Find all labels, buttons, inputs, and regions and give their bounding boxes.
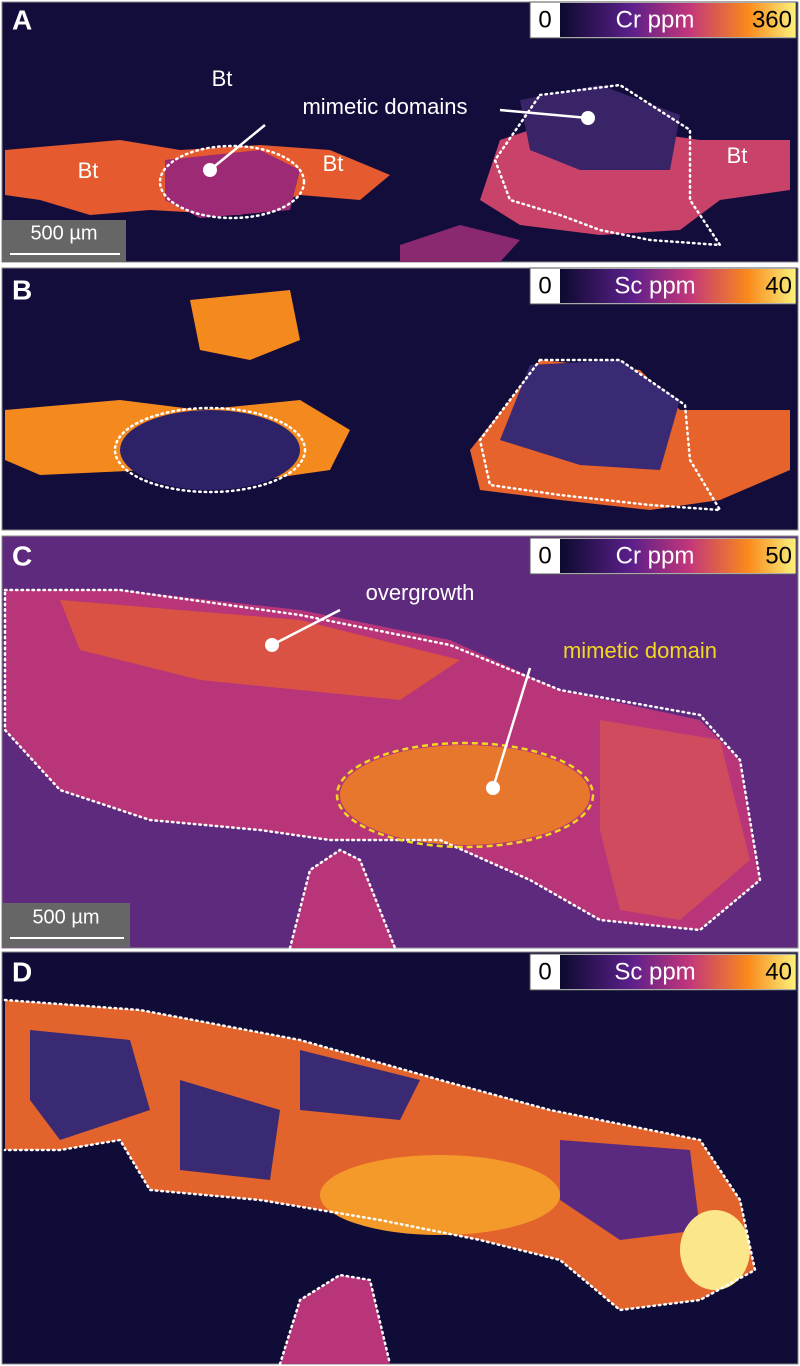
domain [120, 410, 300, 490]
overgrowth-zone [60, 600, 460, 700]
colorbar-title: Sc ppm [614, 272, 695, 299]
panel-d: D 0 Sc ppm 40 [1, 951, 799, 1366]
panel-label: D [12, 956, 32, 987]
colorbar-max: 40 [765, 958, 792, 985]
colorbar-min: 0 [538, 542, 551, 569]
domain [500, 360, 680, 470]
outline [158, 144, 306, 220]
colorbar: 0 Sc ppm 40 [529, 953, 797, 991]
colorbar-gradient [560, 269, 795, 303]
colorbar-min: 0 [538, 6, 551, 33]
colorbar-title: Cr ppm [616, 542, 695, 569]
panel-b: B 0 Sc ppm 40 [1, 267, 799, 531]
outline [3, 998, 757, 1312]
colorbar-min: 0 [538, 958, 551, 985]
grain [190, 290, 300, 360]
mimetic-outline [335, 741, 595, 849]
outline [493, 83, 723, 247]
annotation: mimetic domains [302, 94, 467, 119]
panel-label: A [12, 4, 32, 35]
pointer-dot [581, 111, 595, 125]
domain [165, 150, 300, 218]
colorbar-min: 0 [538, 272, 551, 299]
panel-a: A Bt mimetic domains Bt Bt Bt 500 µm 0 C… [1, 1, 799, 263]
scale-bar-label: 500 µm [30, 222, 97, 244]
pointer [491, 667, 532, 789]
colorbar-title: Cr ppm [616, 6, 695, 33]
colorbar-title: Sc ppm [614, 958, 695, 985]
annotation: Bt [78, 158, 99, 183]
core [30, 1030, 150, 1140]
colorbar: 0 Cr ppm 360 [529, 1, 797, 39]
pointer-dot [265, 638, 279, 652]
panel-c: C overgrowth mimetic domain 500 µm 0 Cr … [1, 535, 799, 950]
domain [340, 745, 590, 845]
colorbar-max: 50 [765, 542, 792, 569]
panel-label: C [12, 540, 32, 571]
outline [3, 588, 762, 932]
colorbar-max: 40 [765, 272, 792, 299]
grain [280, 1275, 390, 1364]
grain [600, 720, 750, 920]
grain [5, 1000, 755, 1310]
outline [113, 406, 307, 494]
colorbar-gradient [560, 3, 795, 37]
pointer [209, 124, 266, 171]
domain [320, 1155, 560, 1235]
scale-bar-box [2, 903, 130, 947]
colorbar: 0 Cr ppm 50 [529, 537, 797, 575]
pointer-dot [203, 163, 217, 177]
pointer [499, 108, 589, 120]
pointer-dot [486, 781, 500, 795]
domain [520, 85, 680, 170]
core [560, 1140, 700, 1240]
colorbar-gradient [560, 955, 795, 989]
annotation: mimetic domain [563, 638, 717, 663]
grain [400, 225, 520, 262]
outline [278, 1273, 392, 1366]
pointer [271, 608, 341, 647]
annotation: Bt [323, 151, 344, 176]
annotation: overgrowth [366, 580, 475, 605]
annotation: Bt [727, 143, 748, 168]
core [300, 1050, 420, 1120]
annotation: Bt [212, 66, 233, 91]
outline [288, 848, 397, 950]
colorbar-gradient [560, 539, 795, 573]
colorbar-max: 360 [752, 6, 792, 33]
core [180, 1080, 280, 1180]
panel-label: B [12, 274, 32, 305]
scale-bar-label: 500 µm [32, 906, 99, 928]
rim [680, 1210, 750, 1290]
grain [290, 850, 395, 948]
outline [478, 358, 723, 512]
colorbar: 0 Sc ppm 40 [529, 267, 797, 305]
